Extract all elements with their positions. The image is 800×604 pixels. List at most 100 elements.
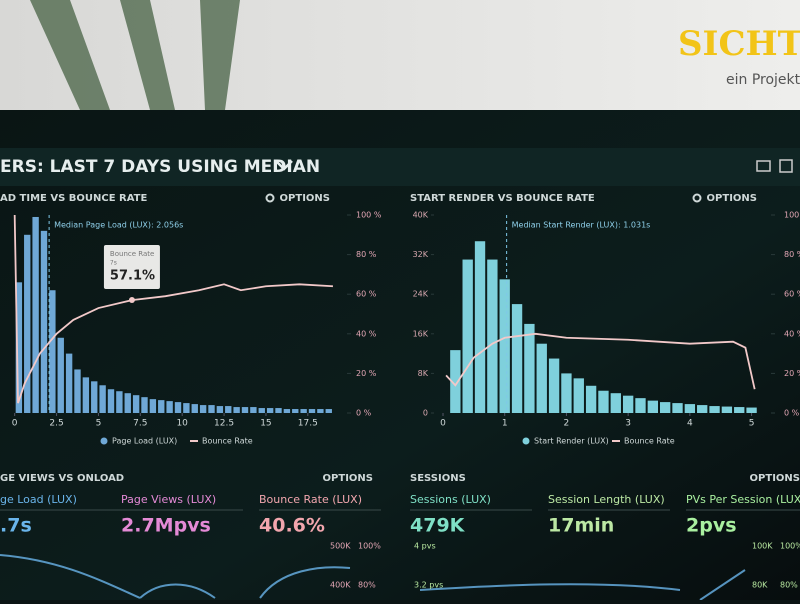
- bar: [258, 408, 265, 413]
- bar: [462, 259, 473, 413]
- y2-tick-label: 40 %: [784, 329, 800, 338]
- bar: [283, 409, 291, 413]
- bar: [32, 216, 39, 413]
- y2-tick-label: 100 %: [784, 211, 800, 220]
- axis-label: 4 pvs: [414, 542, 436, 551]
- x-tick-label: 3: [625, 419, 631, 429]
- bar: [166, 401, 173, 413]
- bar: [474, 241, 486, 413]
- options-button[interactable]: OPTIONS: [707, 193, 757, 204]
- legend-label: Page Load (LUX): [112, 437, 177, 446]
- y2-tick-label: 0 %: [356, 409, 372, 418]
- axis-label: 100K: [752, 542, 773, 551]
- tooltip-point: [128, 296, 135, 303]
- legend-label: Bounce Rate: [624, 437, 675, 446]
- x-tick-label: 17.5: [298, 419, 318, 429]
- bar: [325, 409, 332, 413]
- logo: SICHTW: [678, 24, 800, 64]
- tooltip-value: 57.1%: [110, 268, 155, 283]
- panel-title: SESSIONS: [410, 473, 466, 484]
- bar: [308, 409, 316, 413]
- bar: [49, 290, 56, 413]
- share-icon[interactable]: [779, 159, 793, 173]
- y-tick-label: 40K: [413, 211, 429, 220]
- bar: [124, 393, 131, 413]
- bar: [183, 403, 190, 413]
- bar: [225, 406, 232, 413]
- kpi-value: 479K: [410, 515, 466, 537]
- bar: [74, 369, 81, 413]
- axis-label: 400K: [330, 581, 351, 590]
- bar: [647, 400, 658, 413]
- kpi-value: 40.6%: [259, 515, 325, 537]
- median-label: Median Start Render (LUX): 1.031s: [512, 221, 651, 230]
- y2-tick-label: 80 %: [356, 250, 377, 259]
- bar: [116, 391, 123, 413]
- median-label: Median Page Load (LUX): 2.056s: [54, 221, 183, 230]
- bar: [158, 400, 165, 413]
- kpi-label: ge Load (LUX): [0, 493, 77, 506]
- bar: [709, 406, 720, 413]
- bar: [635, 398, 646, 413]
- bar: [199, 405, 207, 413]
- gear-icon[interactable]: [265, 193, 275, 203]
- y2-tick-label: 100 %: [356, 211, 382, 220]
- kpi-label: Bounce Rate (LUX): [259, 493, 362, 506]
- axis-label: 500K: [330, 542, 351, 551]
- axis-label: 100%: [358, 542, 381, 551]
- x-tick-label: 0: [440, 419, 446, 429]
- legend-swatch: [522, 437, 530, 445]
- axis-label: 100%: [780, 542, 800, 551]
- bar: [524, 323, 535, 413]
- bar: [536, 343, 547, 413]
- y-tick-label: 8K: [418, 369, 429, 378]
- bar: [721, 406, 733, 413]
- x-tick-label: 2: [564, 419, 570, 429]
- plant: [30, 0, 240, 110]
- header-bar: [0, 148, 800, 186]
- panel-title: GE VIEWS VS ONLOAD: [0, 473, 124, 484]
- bar: [99, 385, 106, 413]
- bar: [40, 230, 48, 413]
- header-title: ERS: LAST 7 DAYS USING MEDIAN: [0, 157, 320, 177]
- bar: [250, 407, 257, 413]
- axis-label: 3.2 pvs: [414, 581, 443, 590]
- y2-tick-label: 40 %: [356, 329, 377, 338]
- bar: [107, 389, 115, 413]
- bar: [548, 358, 560, 413]
- tooltip-x: 7s: [110, 259, 117, 266]
- bar: [561, 373, 572, 413]
- x-tick-label: 5: [749, 419, 755, 429]
- x-tick-label: 0: [12, 419, 18, 429]
- bar: [57, 337, 64, 413]
- bar: [65, 353, 73, 413]
- bar: [317, 409, 324, 413]
- options-button[interactable]: OPTIONS: [323, 473, 373, 484]
- y2-tick-label: 80 %: [784, 250, 800, 259]
- axis-label: 80%: [780, 581, 798, 590]
- bar: [241, 407, 249, 413]
- monitor-icon[interactable]: [756, 160, 771, 172]
- options-button[interactable]: OPTIONS: [750, 473, 800, 484]
- y2-tick-label: 60 %: [356, 290, 377, 299]
- bar: [149, 399, 157, 413]
- gear-icon[interactable]: [692, 193, 702, 203]
- x-tick-label: 1: [502, 419, 508, 429]
- bar: [573, 378, 584, 413]
- bar: [82, 377, 90, 413]
- bar: [91, 381, 98, 413]
- chart-title: START RENDER VS BOUNCE RATE: [410, 193, 595, 204]
- y-tick-label: 16K: [413, 329, 429, 338]
- kpi-value: .7s: [0, 515, 32, 537]
- bar: [499, 279, 510, 413]
- bar: [598, 390, 609, 413]
- bar: [487, 259, 498, 413]
- bar: [174, 402, 182, 413]
- options-button[interactable]: OPTIONS: [280, 193, 330, 204]
- bar: [585, 385, 597, 413]
- dropdown-icon[interactable]: [275, 160, 293, 171]
- y-tick-label: 32K: [413, 250, 429, 259]
- bar: [191, 404, 198, 413]
